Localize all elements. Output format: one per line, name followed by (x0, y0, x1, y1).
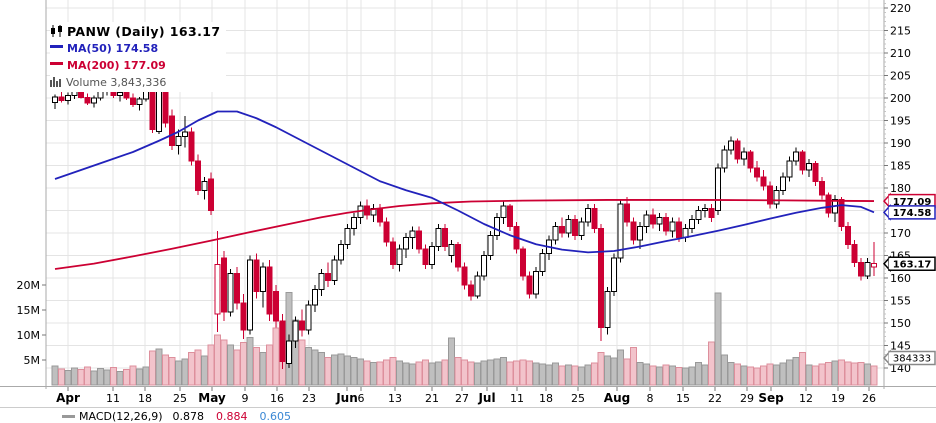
macd-value: 0.878 (172, 410, 205, 423)
svg-text:6: 6 (358, 392, 365, 405)
svg-text:20M: 20M (17, 279, 41, 292)
ma200-value: 177.09 (123, 59, 166, 72)
svg-text:29: 29 (740, 392, 754, 405)
candle-layer (52, 81, 877, 369)
svg-text:205: 205 (890, 70, 911, 83)
svg-text:Apr: Apr (56, 391, 80, 405)
macd-hist-value: 0.605 (259, 410, 292, 423)
svg-text:22: 22 (708, 392, 722, 405)
svg-text:160: 160 (890, 272, 911, 285)
macd-line-swatch-icon (62, 414, 75, 418)
svg-text:5M: 5M (24, 354, 41, 367)
date-axis: Apr 11 18 25 May 9 16 23 Jun 6 13 21 27 Jul 11 18 25 Aug 8… (56, 387, 876, 405)
ma200-line-swatch-icon (50, 62, 63, 65)
svg-text:15M: 15M (17, 304, 41, 317)
svg-text:15: 15 (676, 392, 690, 405)
ma200-label: MA(200) (67, 59, 120, 72)
macd-indicator-label: MACD(12,26,9) (79, 410, 163, 423)
svg-text:11: 11 (510, 392, 524, 405)
svg-text:185: 185 (890, 160, 911, 173)
volume-label: Volume (66, 76, 107, 89)
svg-text:18: 18 (138, 392, 152, 405)
volume-bars-icon (50, 74, 63, 89)
axes-layer (0, 0, 936, 408)
svg-text:Jul: Jul (477, 391, 495, 405)
svg-text:21: 21 (425, 392, 439, 405)
symbol-title: PANW (Daily) 163.17 (67, 24, 221, 39)
svg-text:25: 25 (571, 392, 585, 405)
svg-text:23: 23 (302, 392, 316, 405)
svg-text:174.58: 174.58 (893, 208, 932, 219)
macd-signal-value: 0.884 (216, 410, 248, 423)
svg-text:19: 19 (831, 392, 845, 405)
svg-text:215: 215 (890, 25, 911, 38)
svg-text:8: 8 (647, 392, 654, 405)
sharpchart-logo-icon (50, 24, 64, 39)
svg-text:Sep: Sep (758, 391, 784, 405)
legend-volume-row: Volume 3,843,336 (50, 73, 220, 90)
svg-text:180: 180 (890, 182, 911, 195)
legend-ma50-row: MA(50) 174.58 (50, 39, 220, 56)
svg-text:12: 12 (799, 392, 813, 405)
svg-text:16: 16 (270, 392, 284, 405)
legend-symbol-row: PANW (Daily) 163.17 (50, 23, 220, 39)
svg-text:10M: 10M (17, 329, 41, 342)
svg-text:27: 27 (455, 392, 469, 405)
legend-ma200-row: MA(200) 177.09 (50, 56, 220, 73)
svg-text:145: 145 (890, 340, 911, 353)
svg-text:11: 11 (106, 392, 120, 405)
ma200-line (54, 199, 875, 270)
svg-text:195: 195 (890, 115, 911, 128)
svg-text:163.17: 163.17 (893, 259, 932, 270)
svg-text:155: 155 (890, 295, 911, 308)
svg-text:Aug: Aug (604, 391, 630, 405)
svg-text:13: 13 (388, 392, 402, 405)
svg-text:May: May (198, 391, 226, 405)
volume-value: 3,843,336 (110, 76, 167, 89)
macd-legend-row: MACD(12,26,9) 0.878 0.884 0.605 (62, 410, 291, 423)
volume-layer (51, 292, 878, 386)
svg-text:177.09: 177.09 (893, 197, 932, 208)
price-axis: 2202152102052001951901851801701651601551… (884, 2, 911, 375)
svg-text:9: 9 (242, 392, 249, 405)
svg-text:18: 18 (539, 392, 553, 405)
ma50-label: MA(50) (67, 42, 112, 55)
svg-text:Jun: Jun (335, 391, 358, 405)
svg-text:200: 200 (890, 92, 911, 105)
svg-text:26: 26 (862, 392, 876, 405)
svg-text:150: 150 (890, 317, 911, 330)
ma50-value: 174.58 (115, 42, 159, 55)
svg-text:384333: 384333 (893, 354, 931, 365)
svg-text:220: 220 (890, 2, 911, 15)
volume-axis: 20M 15M 10M 5M (17, 279, 46, 367)
svg-text:170: 170 (890, 227, 911, 240)
svg-text:210: 210 (890, 47, 911, 60)
svg-text:25: 25 (173, 392, 187, 405)
ma50-line-swatch-icon (50, 45, 63, 48)
svg-text:190: 190 (890, 137, 911, 150)
ma50-line (54, 110, 875, 254)
chart-legend: PANW (Daily) 163.17 MA(50) 174.58 MA(200… (50, 22, 227, 92)
